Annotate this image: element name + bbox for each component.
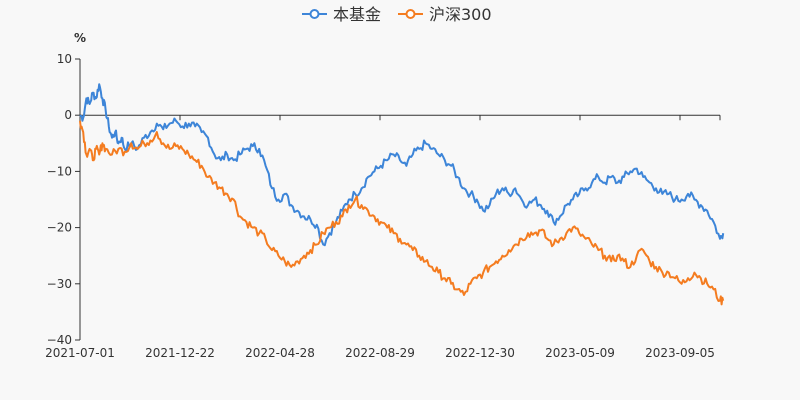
- x-tick-label: 2021-07-01: [45, 346, 115, 360]
- legend-index-label: 沪深300: [429, 5, 492, 24]
- y-tick-label: −40: [47, 333, 72, 347]
- x-tick-label: 2022-12-30: [445, 346, 515, 360]
- x-tick-label: 2023-09-05: [645, 346, 715, 360]
- legend[interactable]: 本基金 沪深300: [302, 5, 492, 24]
- y-tick-label: 0: [64, 108, 72, 122]
- legend-fund-marker: [309, 9, 320, 19]
- series-group: [79, 83, 725, 306]
- legend-fund-label: 本基金: [333, 5, 381, 24]
- x-tick-label: 2023-05-09: [545, 346, 615, 360]
- x-tick-label: 2022-08-29: [345, 346, 415, 360]
- series-line-index: [79, 120, 725, 306]
- legend-item-index[interactable]: 沪深300: [398, 5, 492, 24]
- series-line-fund: [79, 83, 725, 247]
- x-ticks: 2021-07-01 2021-12-22 2022-04-28 2022-08-29…: [45, 115, 721, 360]
- y-axis-unit: %: [74, 31, 86, 45]
- y-ticks: 10 0 −10 −20 −30 −40: [47, 52, 80, 347]
- y-tick-label: −10: [47, 164, 72, 178]
- legend-index-marker: [405, 9, 416, 19]
- legend-item-fund[interactable]: 本基金: [302, 5, 381, 24]
- x-tick-label: 2021-12-22: [145, 346, 215, 360]
- y-tick-label: 10: [57, 52, 72, 66]
- y-tick-label: −20: [47, 221, 72, 235]
- x-tick-label: 2022-04-28: [245, 346, 315, 360]
- y-tick-label: −30: [47, 277, 72, 291]
